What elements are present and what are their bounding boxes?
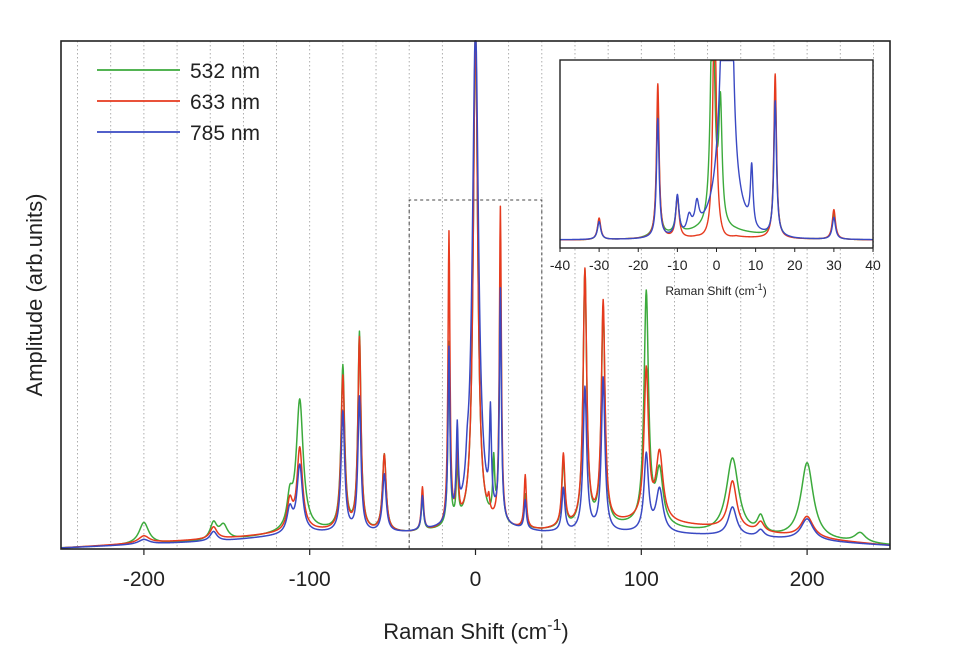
inset-chart: -40 -30 -20 -10 0 10 20 30 40 Raman Shift (cm-1) xyxy=(550,59,881,298)
inset-series-line-785-nm xyxy=(559,59,874,241)
inset-x-tick-label: -10 xyxy=(667,257,687,273)
x-axis-label-sup: -1 xyxy=(547,617,561,634)
legend-label: 532 nm xyxy=(190,60,260,83)
inset-x-tick-label: -20 xyxy=(628,257,648,273)
x-tick-label: 200 xyxy=(790,568,825,591)
x-axis-label: Raman Shift (cm-1) xyxy=(383,617,568,644)
legend-label: 785 nm xyxy=(190,122,260,145)
inset-x-tick-label: 10 xyxy=(748,257,764,273)
legend-item-532-nm: 532 nm xyxy=(97,60,260,83)
inset-x-axis-label-close: ) xyxy=(763,284,767,298)
zoom-box-outline xyxy=(408,199,543,549)
x-tick-label: 0 xyxy=(470,568,482,591)
inset-x-tick-label: 20 xyxy=(787,257,803,273)
zoom-box xyxy=(408,199,543,549)
legend: 532 nm 633 nm 785 nm xyxy=(97,60,260,145)
inset-x-tick-label: 0 xyxy=(713,257,721,273)
legend-item-785-nm: 785 nm xyxy=(97,122,260,145)
legend-label: 633 nm xyxy=(190,91,260,114)
inset-x-tick-label: -30 xyxy=(589,257,609,273)
inset-x-tick-label: 30 xyxy=(826,257,842,273)
inset-x-axis-label-text: Raman Shift (cm xyxy=(665,284,754,298)
x-ticks: -200 -100 0 100 200 xyxy=(123,549,825,591)
x-axis-label-close: ) xyxy=(561,619,568,644)
inset-x-tick-label: 40 xyxy=(865,257,881,273)
inset-x-axis-label: Raman Shift (cm-1) xyxy=(665,282,766,298)
inset-x-axis-label-sup: -1 xyxy=(755,282,763,292)
y-axis-label: Amplitude (arb.units) xyxy=(22,194,47,397)
x-tick-label: -100 xyxy=(289,568,331,591)
x-tick-label: -200 xyxy=(123,568,165,591)
x-axis-label-text: Raman Shift (cm xyxy=(383,619,547,644)
inset-x-ticks: -40 -30 -20 -10 0 10 20 30 40 xyxy=(550,248,881,273)
legend-item-633-nm: 633 nm xyxy=(97,91,260,114)
inset-x-tick-label: -40 xyxy=(550,257,570,273)
inset-series-group xyxy=(559,59,874,241)
x-tick-label: 100 xyxy=(624,568,659,591)
